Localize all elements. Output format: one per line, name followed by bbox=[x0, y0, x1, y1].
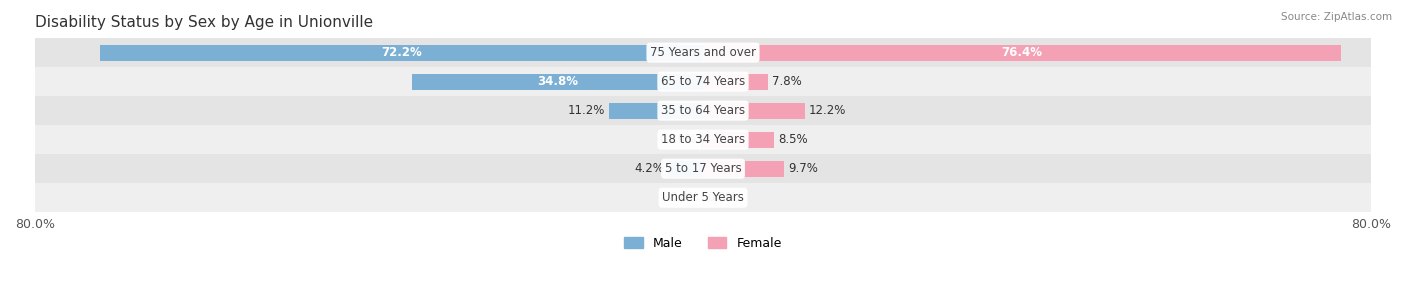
Text: 0.29%: 0.29% bbox=[659, 133, 696, 146]
Text: 34.8%: 34.8% bbox=[537, 75, 578, 88]
Bar bbox=[700, 132, 703, 148]
Text: 72.2%: 72.2% bbox=[381, 46, 422, 59]
Text: 12.2%: 12.2% bbox=[808, 104, 846, 117]
Bar bbox=[703, 103, 804, 119]
Bar bbox=[668, 161, 703, 177]
Text: 18 to 34 Years: 18 to 34 Years bbox=[661, 133, 745, 146]
Text: 65 to 74 Years: 65 to 74 Years bbox=[661, 75, 745, 88]
Bar bbox=[703, 161, 785, 177]
Bar bbox=[100, 45, 703, 61]
Text: 5 to 17 Years: 5 to 17 Years bbox=[665, 162, 741, 175]
Legend: Male, Female: Male, Female bbox=[619, 232, 787, 255]
Bar bbox=[35, 183, 1371, 212]
Bar bbox=[609, 103, 703, 119]
Text: Under 5 Years: Under 5 Years bbox=[662, 191, 744, 204]
Bar bbox=[35, 96, 1371, 125]
Bar bbox=[35, 154, 1371, 183]
Text: Source: ZipAtlas.com: Source: ZipAtlas.com bbox=[1281, 12, 1392, 22]
Bar bbox=[35, 67, 1371, 96]
Text: 0.0%: 0.0% bbox=[669, 191, 699, 204]
Text: 8.5%: 8.5% bbox=[778, 133, 808, 146]
Text: 0.0%: 0.0% bbox=[707, 191, 737, 204]
Bar bbox=[35, 125, 1371, 154]
Bar bbox=[412, 74, 703, 90]
Text: Disability Status by Sex by Age in Unionville: Disability Status by Sex by Age in Union… bbox=[35, 15, 373, 30]
Bar bbox=[35, 38, 1371, 67]
Text: 4.2%: 4.2% bbox=[634, 162, 664, 175]
Text: 7.8%: 7.8% bbox=[772, 75, 801, 88]
Text: 76.4%: 76.4% bbox=[1001, 46, 1042, 59]
Text: 35 to 64 Years: 35 to 64 Years bbox=[661, 104, 745, 117]
Bar bbox=[703, 74, 768, 90]
Text: 9.7%: 9.7% bbox=[789, 162, 818, 175]
Bar bbox=[703, 132, 773, 148]
Text: 11.2%: 11.2% bbox=[568, 104, 606, 117]
Text: 75 Years and over: 75 Years and over bbox=[650, 46, 756, 59]
Bar bbox=[703, 45, 1341, 61]
